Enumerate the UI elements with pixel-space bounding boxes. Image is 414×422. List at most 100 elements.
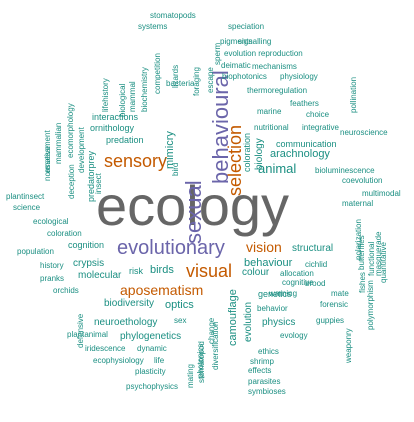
cloud-word: insect (94, 173, 103, 194)
cloud-word: guppies (316, 316, 345, 325)
cloud-word: camouflage (227, 289, 239, 346)
cloud-word: arachnology (270, 148, 330, 160)
cloud-word: parasites (248, 377, 281, 386)
cloud-word: plantanimal (67, 330, 108, 339)
cloud-word: optics (165, 299, 194, 311)
cloud-word: photonics (196, 343, 205, 378)
cloud-word: ecophysiology (93, 356, 144, 365)
cloud-word: dynamic (137, 344, 167, 353)
cloud-word: integrative (302, 123, 339, 132)
cloud-word: colour (242, 267, 270, 278)
cloud-word: warning (269, 289, 298, 298)
cloud-word: ecology (96, 174, 290, 237)
cloud-word: nutritional (254, 123, 289, 132)
cloud-word: speciation (228, 22, 265, 31)
cloud-word: signalling (238, 37, 272, 46)
cloud-word: thermoregulation (247, 86, 308, 95)
cloud-word: population (17, 247, 54, 256)
cloud-word: deception (67, 164, 76, 199)
cloud-word: choice (306, 110, 330, 119)
cloud-word: pigments (220, 37, 253, 46)
cloud-word: competition (153, 53, 162, 94)
cloud-word: deimatic (221, 61, 251, 70)
cloud-word: butterflies (357, 235, 366, 270)
cloud-word: phylogenetics (120, 331, 182, 342)
cloud-word: effects (248, 366, 272, 375)
cloud-word: mating (186, 363, 195, 388)
cloud-word: multimodal (362, 189, 401, 198)
cloud-word: sperm (213, 42, 222, 65)
cloud-word: feathers (290, 99, 319, 108)
cloud-word: normative (43, 145, 52, 181)
cloud-word: predation (106, 135, 144, 145)
cloud-word: coloration (47, 229, 82, 238)
cloud-word: evolution (243, 301, 254, 342)
cloud-word: evology (280, 331, 308, 340)
cloud-word: coevolution (342, 176, 383, 185)
cloud-word: mate (331, 289, 349, 298)
cloud-word: behavior (257, 304, 288, 313)
cloud-word: development (77, 127, 86, 173)
cloud-word: mechanisms (252, 62, 297, 71)
cloud-word: plasticity (135, 367, 166, 376)
cloud-word: neuroethology (94, 317, 158, 328)
cloud-word: genetics (258, 289, 292, 299)
cloud-word: visual (186, 261, 233, 281)
cloud-word: evolution reproduction (224, 49, 303, 58)
cloud-word: vision (246, 239, 282, 255)
cloud-word: animal (258, 161, 297, 176)
cloud-word: pollination (349, 76, 358, 113)
cloud-word: pranks (40, 274, 65, 283)
cloud-word: cognition (68, 240, 105, 250)
cloud-word: maternal (342, 199, 374, 208)
cloud-word: biology (254, 138, 265, 170)
cloud-word: systems (138, 22, 168, 31)
cloud-word: science (13, 203, 41, 212)
cloud-word: biodiversity (104, 298, 155, 309)
cloud-word: ecological (33, 217, 69, 226)
cloud-word: change (207, 317, 216, 344)
cloud-word: crypsis (73, 258, 105, 269)
cloud-word: risk (129, 266, 143, 276)
cloud-word: forensic (320, 300, 349, 309)
cloud-word: cichlid (305, 260, 328, 269)
cloud-word: ethics (258, 347, 279, 356)
cloud-word: structural (292, 243, 334, 254)
cloud-word: physics (262, 317, 296, 328)
cloud-word: biophotonics (222, 72, 267, 81)
cloud-word: brood (305, 279, 326, 288)
cloud-word: evolutionary (117, 237, 225, 259)
cloud-word: symbioses (248, 387, 286, 396)
cloud-word: bioluminescence (315, 166, 375, 175)
cloud-word: stomatopods (150, 11, 196, 20)
cloud-word: allocation (280, 269, 314, 278)
cloud-word: biochemistry (140, 67, 149, 112)
cloud-word: shrimp (250, 357, 275, 366)
cloud-word: psychophysics (126, 382, 179, 391)
cloud-word: marine (257, 107, 282, 116)
cloud-word: foraging (192, 67, 201, 96)
cloud-word: physiology (280, 72, 318, 81)
cloud-word: polymorphism (366, 280, 375, 330)
cloud-word: mammalian (54, 122, 63, 164)
cloud-word: cognitive (282, 278, 314, 287)
cloud-word: defensive (76, 313, 85, 348)
cloud-word: history (40, 261, 64, 270)
cloud-word: sex (174, 316, 187, 325)
cloud-word: iridescence (85, 344, 126, 353)
cloud-word: interactions (92, 112, 139, 122)
cloud-word: sexual (181, 180, 206, 244)
cloud-word: behaviour (244, 257, 293, 269)
cloud-word: bacteria (166, 79, 195, 88)
cloud-word: coloration (242, 132, 252, 172)
cloud-word: plantinsect (6, 192, 45, 201)
cloud-word: birds (150, 264, 174, 276)
cloud-word: orchids (53, 286, 79, 295)
cloud-word: quantitative (379, 242, 388, 283)
cloud-word: communication (276, 139, 337, 149)
cloud-word: weaponry (344, 328, 353, 363)
cloud-word: lifehistory (101, 78, 110, 112)
cloud-word: ornithology (90, 123, 135, 133)
cloud-word: aposematism (120, 282, 204, 298)
